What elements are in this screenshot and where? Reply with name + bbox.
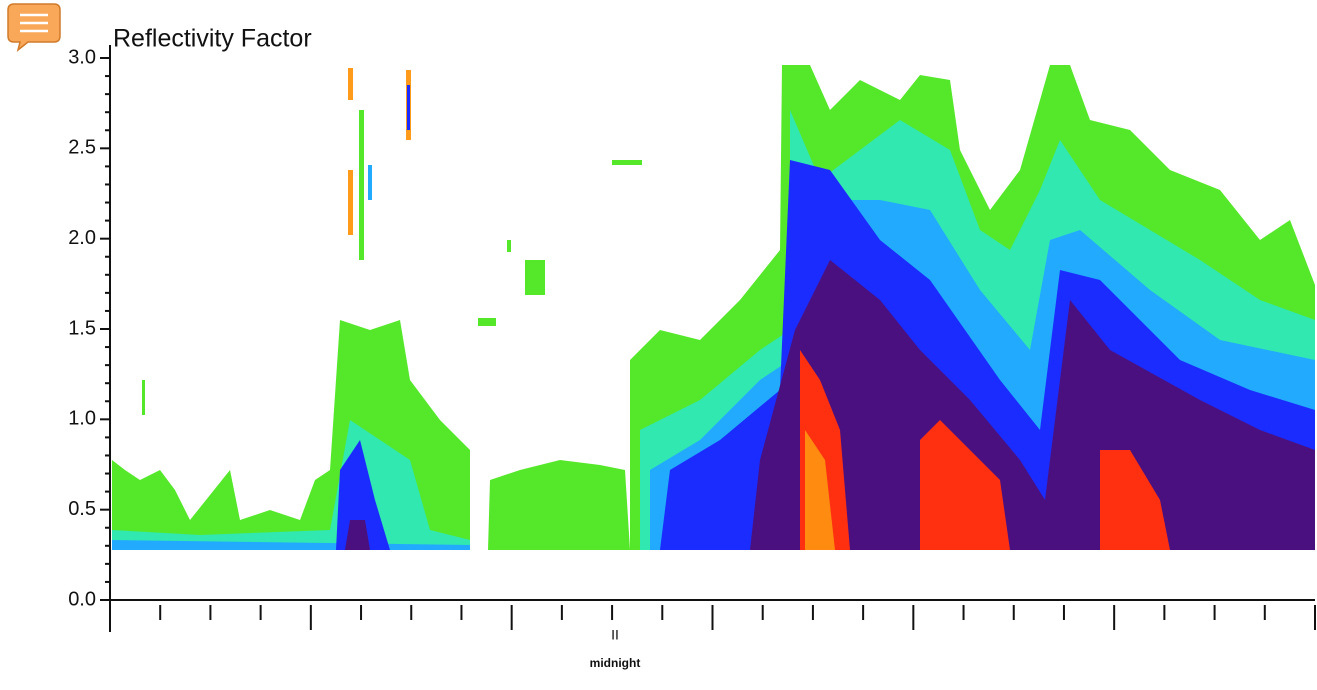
y-tick-label: 1.0 (68, 408, 96, 430)
chart-title: Reflectivity Factor (113, 25, 312, 53)
x-label: II (611, 627, 619, 643)
x-label: midnight (590, 656, 641, 670)
reflectivity-field (112, 65, 1315, 550)
right-echoes (630, 65, 1315, 550)
y-tick-label: 0.0 (68, 588, 96, 610)
comment-button[interactable] (7, 3, 61, 52)
y-tick-label: 1.5 (68, 317, 96, 339)
y-tick-label: 3.0 (68, 46, 96, 68)
y-tick-label: 2.5 (68, 137, 96, 159)
y-tick-label: 0.5 (68, 498, 96, 520)
left-echoes (112, 68, 642, 550)
y-tick-label: 2.0 (68, 227, 96, 249)
